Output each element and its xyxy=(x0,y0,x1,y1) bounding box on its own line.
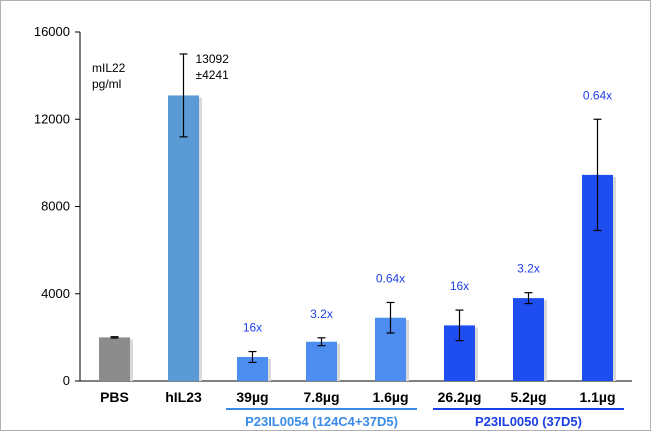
group-label: P23IL0054 (124C4+37D5) xyxy=(245,414,398,429)
x-tick-label: 1.6µg xyxy=(372,389,408,405)
hil23-value-annotation: 13092 xyxy=(196,52,230,66)
x-tick-label: 5.2µg xyxy=(510,389,546,405)
bar xyxy=(168,95,199,381)
x-tick-label: hIL23 xyxy=(165,389,202,405)
bar xyxy=(237,357,268,381)
x-tick-label: PBS xyxy=(100,389,129,405)
y-tick-label: 8000 xyxy=(41,199,70,214)
y-tick-label: 12000 xyxy=(34,111,70,126)
bar xyxy=(513,298,544,381)
x-tick-label: 7.8µg xyxy=(303,389,339,405)
x-tick-label: 39µg xyxy=(236,389,268,405)
hil23-error-annotation: ±4241 xyxy=(196,68,230,82)
y-tick-label: 4000 xyxy=(41,286,70,301)
bar xyxy=(99,337,130,381)
y-tick-label: 16000 xyxy=(34,24,70,39)
x-tick-label: 26.2µg xyxy=(438,389,482,405)
fold-change-label: 3.2x xyxy=(517,262,540,276)
fold-change-label: 16x xyxy=(450,279,469,293)
fold-change-label: 0.64x xyxy=(583,88,612,102)
fold-change-label: 3.2x xyxy=(310,307,333,321)
y-axis-label-line1: mIL22 xyxy=(92,61,126,75)
x-tick-label: 1.1µg xyxy=(579,389,615,405)
y-axis-label-line2: pg/ml xyxy=(92,77,121,91)
bar xyxy=(306,341,337,381)
fold-change-label: 0.64x xyxy=(376,271,405,285)
fold-change-label: 16x xyxy=(243,321,262,335)
y-tick-label: 0 xyxy=(63,373,70,388)
group-label: P23IL0050 (37D5) xyxy=(475,414,582,429)
